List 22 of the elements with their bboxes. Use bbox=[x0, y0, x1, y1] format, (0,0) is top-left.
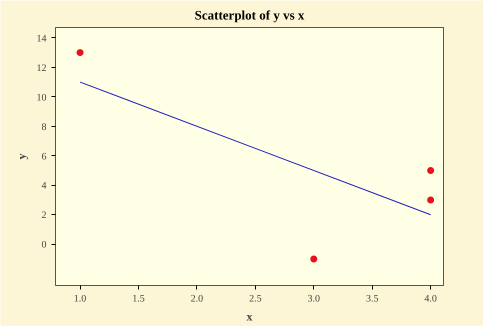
x-tick-label: 3.0 bbox=[308, 294, 320, 304]
y-tick-label: 4 bbox=[42, 180, 46, 192]
chart-title: Scatterplot of y vs x bbox=[194, 8, 305, 22]
x-tick-label: 2.0 bbox=[190, 294, 204, 304]
y-tick-label: 6 bbox=[42, 151, 46, 162]
point bbox=[427, 167, 434, 174]
point bbox=[310, 255, 318, 262]
point bbox=[427, 196, 434, 204]
x-tick-label: 2.5 bbox=[249, 294, 262, 304]
y-tick-label: 0 bbox=[42, 240, 46, 251]
y-tick-label: 2 bbox=[42, 210, 46, 222]
x-tick-label: 1.5 bbox=[132, 294, 145, 304]
y-tick-label: 12 bbox=[36, 62, 46, 74]
x-tick-label: 4.0 bbox=[424, 294, 437, 304]
y-tick-label: 14 bbox=[36, 33, 46, 44]
y-axis-title: y bbox=[14, 154, 28, 160]
x-tick-label: 3.5 bbox=[366, 294, 378, 304]
point bbox=[76, 49, 84, 56]
y-tick-label: 8 bbox=[42, 122, 46, 133]
x-tick-label: 1.0 bbox=[74, 294, 86, 304]
y-tick-label: 10 bbox=[36, 92, 46, 104]
x-axis-title: x bbox=[246, 310, 252, 324]
